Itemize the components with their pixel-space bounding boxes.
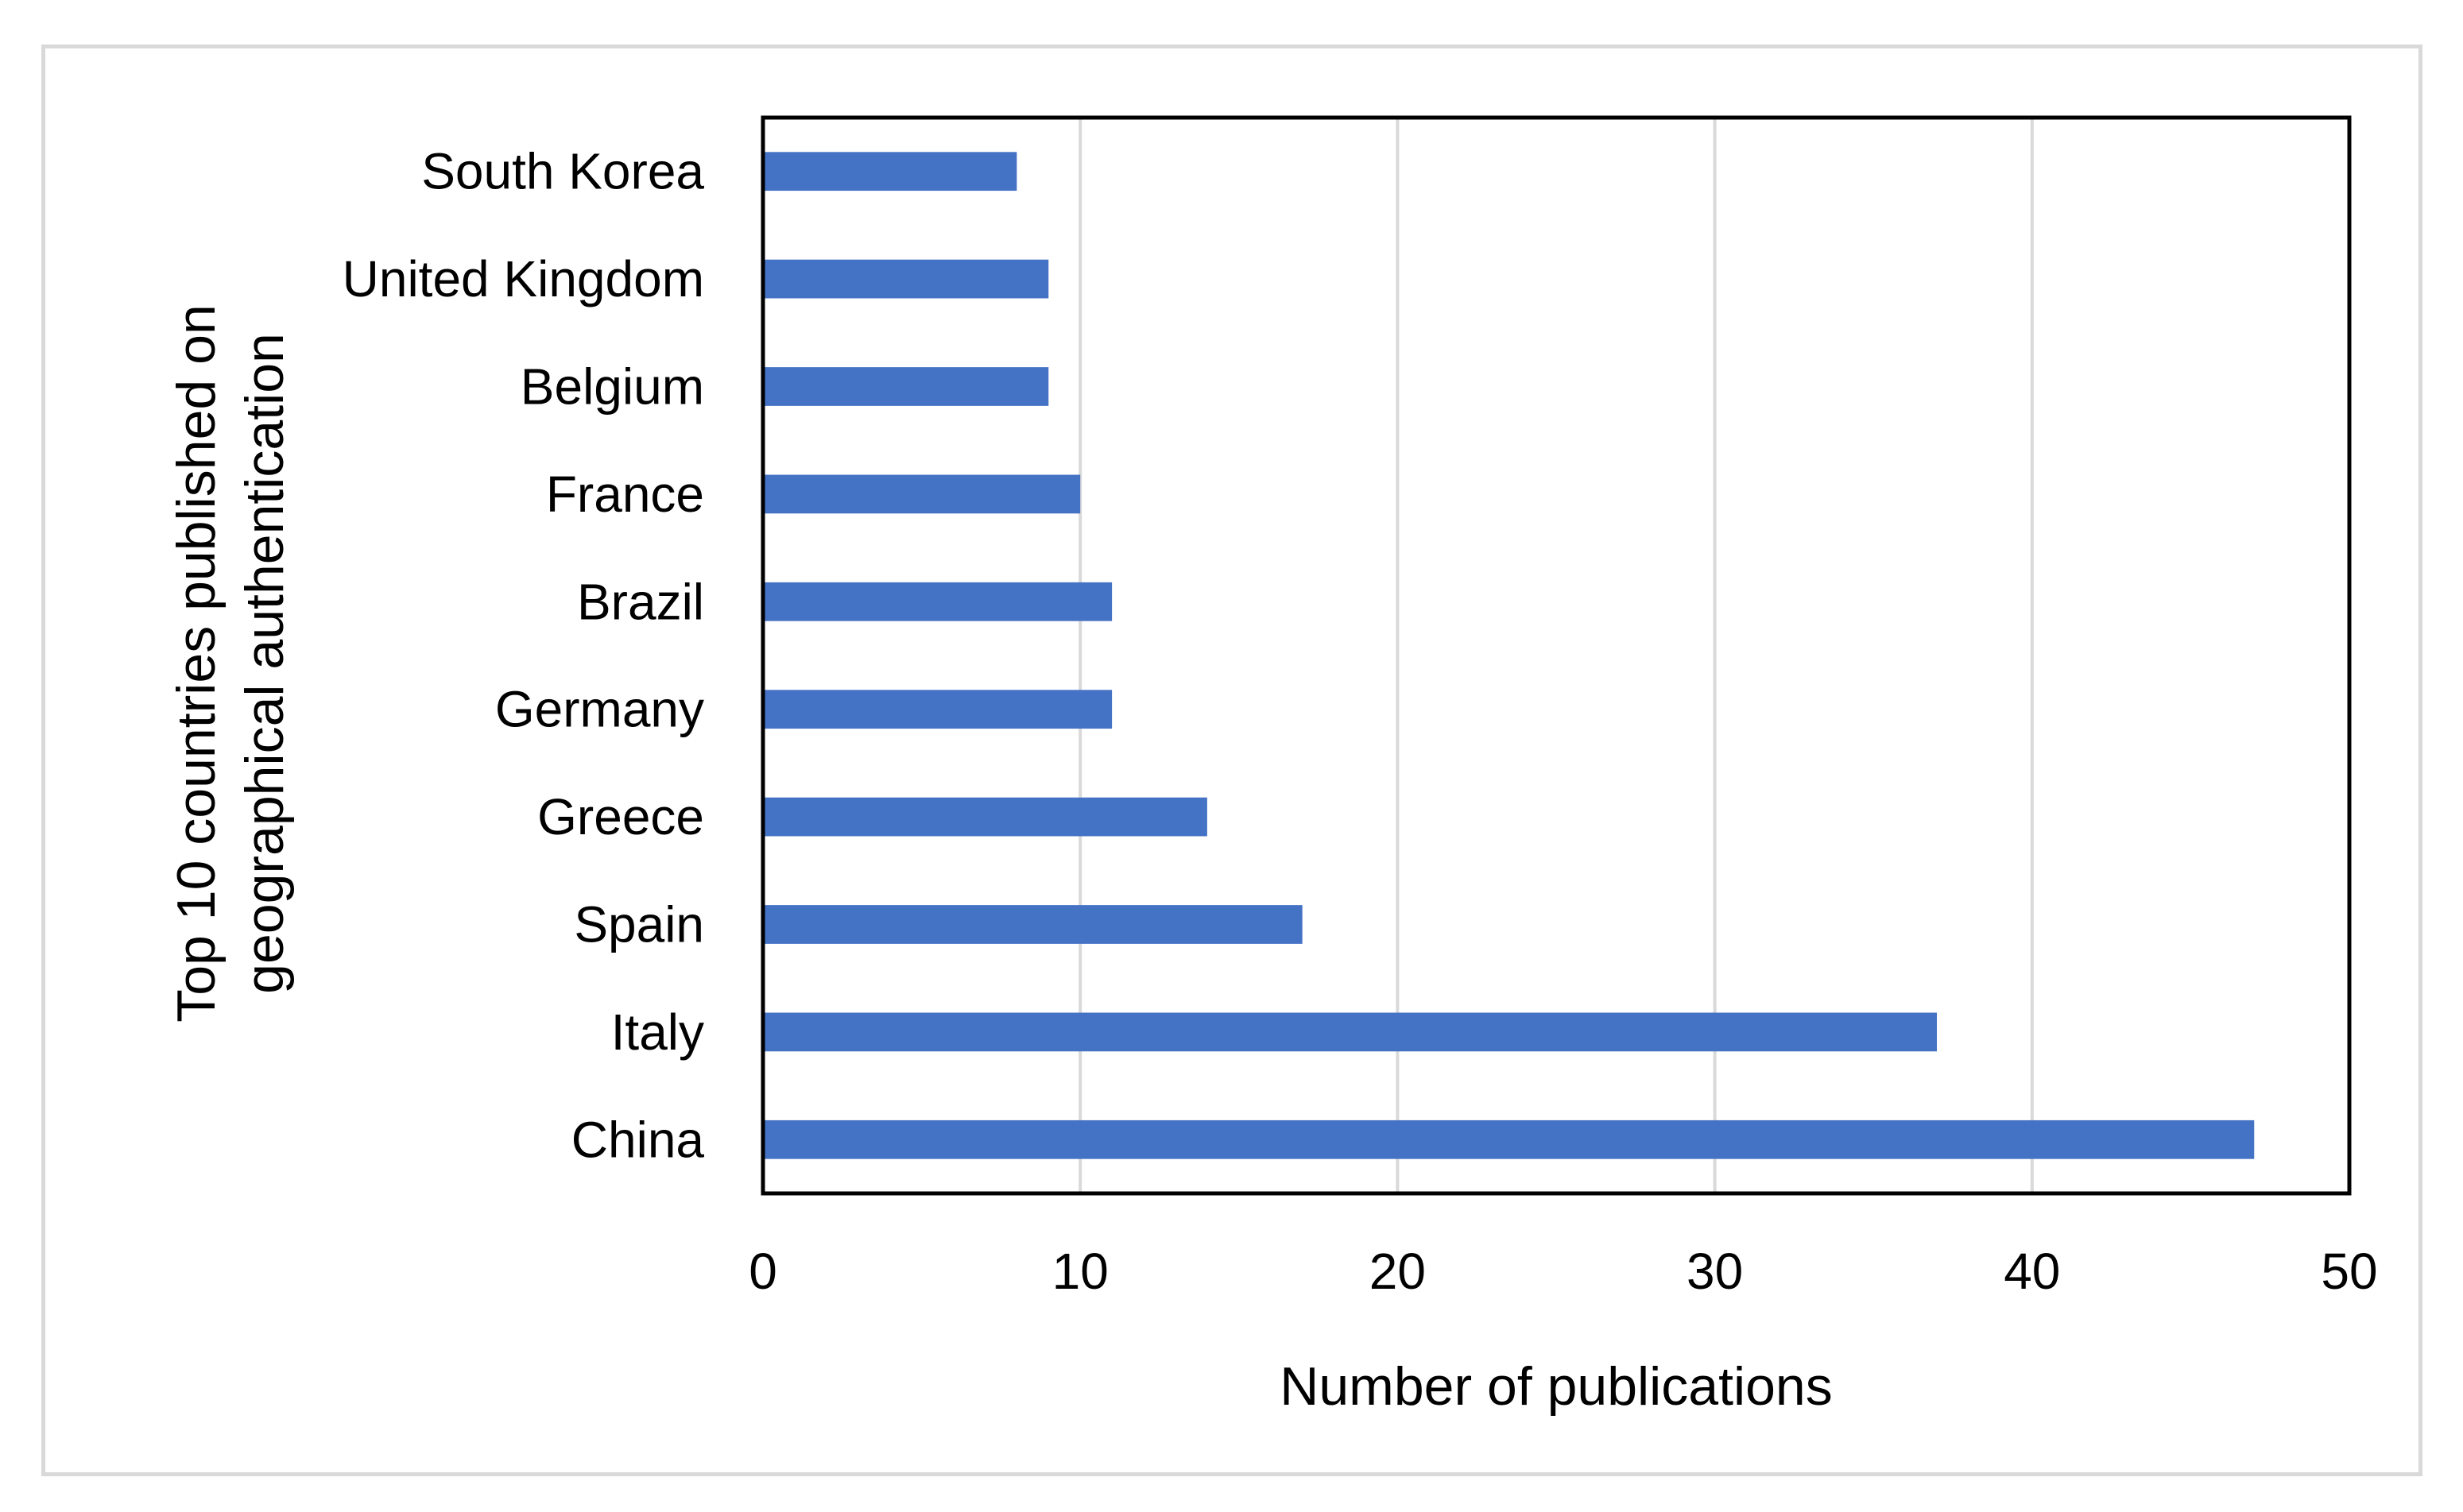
chart-frame [41,44,2422,1476]
category-label-france: France [546,466,704,523]
x-tick-labels: 0 10 20 30 40 50 [749,1243,2377,1300]
bar-spain [763,905,1303,944]
category-label-china: China [571,1111,705,1168]
category-labels: China Italy Spain Greece Germany Brazil France… [343,143,705,1169]
y-axis-title-line-2: geographical authentication [234,333,295,994]
category-label-spain: Spain [574,896,704,953]
x-tick-label-30: 30 [1687,1243,1743,1300]
category-label-germany: Germany [495,681,704,738]
bar-greece [763,797,1207,837]
bar-belgium [763,367,1049,406]
bar-south-korea [763,152,1017,191]
y-axis-title: Top 10 countries published on geographic… [166,304,295,1023]
x-tick-label-10: 10 [1052,1243,1109,1300]
bar-france [763,474,1081,514]
x-tick-label-0: 0 [749,1243,777,1300]
x-tick-label-20: 20 [1369,1243,1426,1300]
bar-italy [763,1012,1938,1052]
category-label-italy: Italy [611,1003,704,1061]
x-tick-label-40: 40 [2004,1243,2060,1300]
bar-germany [763,690,1113,729]
bar-brazil [763,582,1113,621]
category-label-united-kingdom: United Kingdom [343,250,704,307]
plot-area-border [761,115,2352,1196]
category-label-south-korea: South Korea [421,143,704,200]
category-label-brazil: Brazil [577,573,704,630]
category-label-belgium: Belgium [521,358,704,416]
category-label-greece: Greece [537,788,704,845]
x-tick-label-50: 50 [2321,1243,2377,1300]
y-axis-title-line-1: Top 10 countries published on [166,304,227,1023]
x-axis-title: Number of publications [1280,1356,1832,1417]
bar-china [763,1119,2255,1159]
bars [763,152,2255,1159]
bar-united-kingdom [763,259,1049,299]
